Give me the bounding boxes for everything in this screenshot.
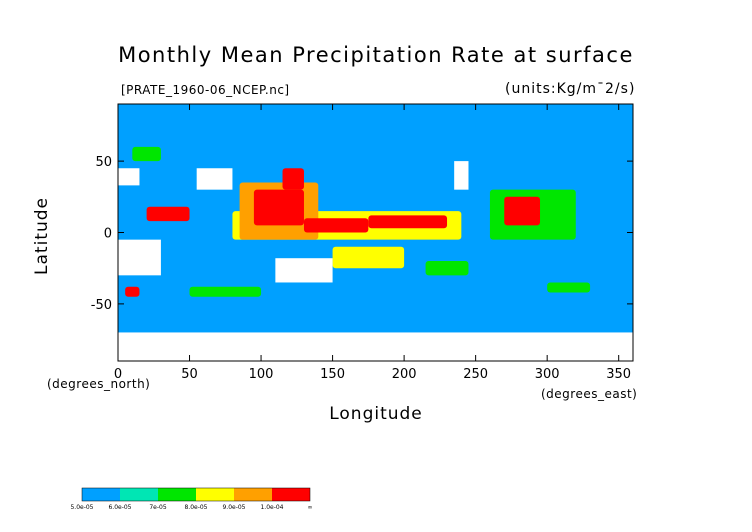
x-tick-label-1: 50: [181, 367, 198, 382]
precip-region-2: [189, 286, 262, 297]
x-tick-label-3: 150: [320, 367, 345, 382]
missing-region-4: [118, 168, 140, 186]
precip-region-8: [253, 189, 304, 226]
colorbar-label-4: 9.0e-05: [222, 504, 245, 511]
x-tick-label-6: 300: [535, 367, 560, 382]
chart-title: Monthly Mean Precipitation Rate at surfa…: [118, 43, 634, 67]
source-file-label: [PRATE_1960-06_NCEP.nc]: [121, 83, 290, 97]
y-unit-label: (degrees_north): [47, 377, 151, 391]
precip-region-14: [125, 286, 140, 297]
precip-region-10: [368, 215, 448, 229]
precip-region-12: [146, 206, 190, 222]
missing-region-1: [118, 239, 161, 276]
x-tick-label-2: 100: [249, 367, 274, 382]
colorbar-label-6: ∞: [308, 504, 313, 511]
colorbar-label-0: 5.0e-05: [70, 504, 93, 511]
y-tick-label-1: 0: [104, 227, 112, 242]
colorbar-label-2: 7e-05: [149, 504, 166, 511]
precip-region-3: [547, 282, 591, 293]
colorbar-swatch-1: [120, 488, 158, 501]
missing-region-0: [118, 332, 633, 361]
y-tick-label-2: -50: [91, 298, 112, 313]
x-axis-label: Longitude: [329, 404, 423, 424]
missing-region-3: [196, 168, 233, 190]
x-tick-label-5: 250: [463, 367, 488, 382]
x-tick-label-7: 350: [606, 367, 631, 382]
precip-region-1: [425, 261, 469, 276]
colorbar-legend: 5.0e-05 6.0e-05 7e-05 8.0e-05 9.0e-05 1.0e-04…: [70, 487, 313, 511]
precip-region-13: [282, 168, 304, 190]
colorbar-swatch-0: [82, 488, 120, 501]
axes: 0 50 100 150 200 250 300 350 50 0 -50: [91, 103, 634, 382]
precip-region-6: [332, 246, 405, 269]
missing-region-2: [275, 258, 333, 283]
x-tick-label-0: 0: [114, 367, 122, 382]
y-tick-label-0: 50: [95, 155, 112, 170]
precip-region-9: [303, 218, 369, 233]
colorbar-frame: [81, 487, 311, 502]
plot-area: [118, 104, 633, 361]
precip-region-4: [132, 146, 161, 162]
x-unit-label: (degrees_east): [541, 387, 638, 401]
colorbar-label-1: 6.0e-05: [108, 504, 131, 511]
colorbar-swatch-3: [196, 488, 234, 501]
x-tick-label-4: 200: [392, 367, 417, 382]
precip-region-11: [504, 196, 541, 226]
colorbar-label-5: 1.0e-04: [260, 504, 283, 511]
missing-region-5: [454, 161, 469, 190]
colorbar-label-3: 8.0e-05: [184, 504, 207, 511]
colorbar-swatch-5: [272, 488, 310, 501]
units-label: (units:Kg/m¯2/s): [505, 81, 636, 97]
colorbar-swatch-2: [158, 488, 196, 501]
colorbar-swatch-4: [234, 488, 272, 501]
